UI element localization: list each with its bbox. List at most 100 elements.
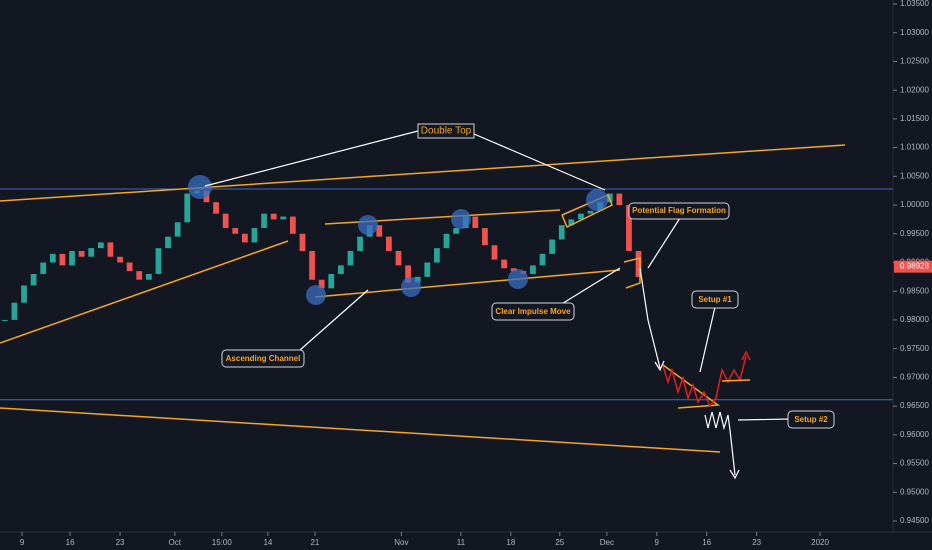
candle (241, 233, 248, 243)
candle (49, 253, 56, 263)
candle (376, 225, 383, 237)
candle (587, 210, 594, 214)
callout-line (647, 217, 681, 269)
candle (357, 236, 363, 252)
annotation: Ascending Channel (226, 354, 301, 363)
y-tick-label: 0.96000 (900, 430, 929, 439)
candle (510, 268, 517, 272)
y-tick-label: 1.03500 (900, 0, 929, 8)
candle (117, 256, 123, 263)
candle (530, 265, 536, 274)
candle (424, 262, 431, 277)
callout-line (559, 267, 621, 306)
annotation: Setup #2 (794, 415, 828, 424)
candle (251, 228, 258, 243)
candle (97, 242, 104, 249)
y-tick-label: 0.99500 (900, 229, 929, 238)
candle (386, 236, 392, 252)
annotation: Clear Impulse Move (495, 307, 571, 316)
callout-line (699, 306, 716, 373)
last-price-label: 0.98928 (900, 262, 929, 271)
label-box (628, 202, 730, 220)
candle (635, 251, 642, 277)
y-tick-label: 0.97500 (900, 344, 929, 353)
candle (261, 213, 267, 229)
candle (280, 216, 287, 220)
candle (88, 248, 95, 257)
candle (174, 222, 181, 237)
candle (318, 279, 325, 289)
y-tick-label: 1.01500 (900, 114, 929, 123)
arrow-head (741, 350, 751, 361)
candle (482, 228, 488, 246)
last-price-box (894, 260, 932, 273)
candle (578, 213, 584, 220)
x-tick-label: 9 (655, 538, 660, 547)
annotation: Setup #1 (698, 295, 732, 304)
candle (337, 265, 344, 274)
arrow-head (729, 469, 740, 480)
y-tick-label: 1.01000 (900, 143, 929, 152)
highlight (188, 175, 212, 199)
x-tick-label: 16 (66, 538, 75, 547)
candle (472, 216, 479, 229)
candle (309, 251, 315, 280)
candle (270, 213, 277, 220)
x-tick-label: 2020 (811, 538, 829, 547)
candle (59, 253, 66, 266)
x-tick-label: 11 (457, 538, 466, 547)
candle (165, 236, 171, 249)
highlight (586, 189, 608, 211)
candle (549, 239, 556, 254)
x-tick-label: 21 (310, 538, 319, 547)
label-box (787, 410, 835, 429)
candle (145, 273, 152, 280)
arrow (639, 267, 661, 369)
arrow (204, 130, 419, 187)
candle (107, 242, 114, 257)
candle (1, 319, 8, 321)
candle (40, 262, 47, 274)
candle (184, 193, 191, 223)
trend-line (0, 144, 846, 202)
highlight (306, 285, 326, 305)
candle (501, 259, 507, 269)
y-tick-label: 1.03000 (900, 28, 929, 37)
candle (328, 273, 335, 289)
arrow (473, 133, 606, 191)
y-tick-label: 0.95500 (900, 459, 929, 468)
label-box (491, 302, 575, 321)
highlight (401, 277, 421, 297)
candle (568, 219, 575, 226)
label-box (691, 290, 739, 309)
annotation: Double Top (421, 126, 472, 137)
y-tick-label: 1.02500 (900, 57, 929, 66)
plot-area (0, 188, 893, 401)
callout-line (299, 289, 369, 351)
candle (289, 216, 296, 234)
label-box (221, 349, 305, 368)
x-tick-label: 15:00 (212, 538, 233, 547)
candle (11, 302, 18, 320)
x-tick-label: 18 (506, 538, 515, 547)
label-box (417, 123, 475, 139)
candle (626, 205, 632, 252)
candle (30, 273, 37, 286)
x-tick-label: Dec (600, 538, 614, 547)
candle (434, 248, 440, 263)
x-tick-label: Nov (394, 538, 408, 547)
highlight (508, 269, 528, 289)
candle (453, 228, 459, 234)
wedge (662, 364, 721, 409)
y-tick-label: 0.94500 (900, 516, 929, 525)
y-tick-label: 0.96500 (900, 401, 929, 410)
y-tick-label: 1.02000 (900, 85, 929, 94)
candle (299, 233, 306, 252)
drawings: Double Top Potential Flag Formation Asce… (0, 123, 846, 480)
candle (395, 251, 402, 266)
y-tick-label: 0.98500 (900, 286, 929, 295)
projection (662, 355, 747, 408)
